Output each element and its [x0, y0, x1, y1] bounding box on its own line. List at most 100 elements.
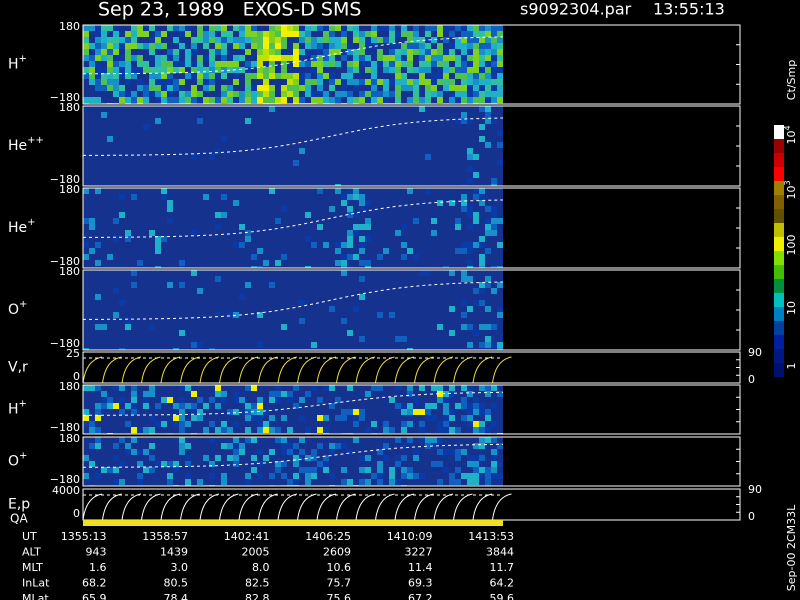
spectrogram-cell	[497, 312, 503, 318]
spectrogram-cell	[425, 79, 431, 85]
colorbar-cell	[774, 139, 784, 153]
spectrogram-cell	[221, 427, 227, 433]
panel-label-base: He	[8, 220, 27, 236]
spectrogram-cell	[101, 37, 107, 43]
spectrogram-cell	[479, 43, 485, 49]
spectrogram-cell	[473, 288, 479, 294]
spectrogram-cell	[359, 206, 365, 212]
spectrogram-cell	[95, 31, 101, 37]
spectrogram-cell	[455, 43, 461, 49]
spectrogram-cell	[83, 348, 89, 350]
sweep-curve	[316, 356, 337, 384]
spectrogram-cell	[227, 67, 233, 73]
spectrogram-cell	[251, 409, 257, 415]
spectrogram-cell	[359, 91, 365, 97]
spectrogram-cell	[107, 37, 113, 43]
spectrogram-cell	[101, 25, 107, 31]
spectrogram-cell	[347, 236, 353, 242]
spectrogram-cell	[389, 79, 395, 85]
spectrogram-cell	[239, 55, 245, 61]
spectrogram-cell	[89, 67, 95, 73]
spectrogram-cell	[347, 206, 353, 212]
colorbar-cell	[774, 307, 784, 321]
spectrogram-cell	[281, 415, 287, 421]
spectrogram-cell	[401, 455, 407, 461]
spectrogram-cell	[329, 61, 335, 67]
spectrogram-cell	[371, 79, 377, 85]
spectrogram-cell	[257, 415, 263, 421]
colorbar-cell	[774, 153, 784, 167]
spectrogram-cell	[149, 37, 155, 43]
spectrogram-cell	[107, 25, 113, 31]
spectrogram-cell	[251, 37, 257, 43]
spectrogram-cell	[167, 61, 173, 67]
spectrogram-cell	[191, 415, 197, 421]
spectrogram-cell	[389, 37, 395, 43]
spectrogram-cell	[257, 67, 263, 73]
spectrogram-cell	[491, 266, 497, 268]
spectrogram-cell	[497, 473, 503, 479]
spectrogram-cell	[413, 37, 419, 43]
spectrogram-cell	[485, 61, 491, 67]
pitch-angle-line	[83, 443, 503, 468]
spectrogram-cell	[353, 254, 359, 260]
spectrogram-cell	[131, 409, 137, 415]
spectrogram-cell	[167, 97, 173, 103]
spectrogram-cell	[161, 31, 167, 37]
spectrogram-cell	[227, 97, 233, 103]
spectrogram-cell	[335, 415, 341, 421]
spectrogram-cell	[263, 31, 269, 37]
spectrogram-cell	[389, 49, 395, 55]
spectrogram-cell	[191, 391, 197, 397]
spectrogram-cell	[281, 391, 287, 397]
spectrogram-cell	[497, 37, 503, 43]
spectrogram-cell	[269, 427, 275, 433]
spectrogram-cell	[173, 37, 179, 43]
spectrogram-cell	[443, 79, 449, 85]
spectrogram-cell	[209, 473, 215, 479]
spectrogram-cell	[185, 461, 191, 467]
spectrogram-cell	[473, 421, 479, 427]
spectrogram-cell	[179, 403, 185, 409]
spectrogram-cell	[233, 461, 239, 467]
spectrogram-cell	[341, 200, 347, 206]
spectrogram-cell	[107, 79, 113, 85]
spectrogram-cell	[443, 85, 449, 91]
spectrogram-cell	[119, 97, 125, 103]
spectrogram-cell	[449, 270, 455, 276]
spectrogram-cell	[245, 61, 251, 67]
spectrogram-cell	[491, 385, 497, 391]
table-cell: 1358:57	[142, 530, 188, 543]
spectrogram-cell	[83, 218, 89, 224]
spectrogram-cell	[281, 443, 287, 449]
spectrogram-cell	[305, 467, 311, 473]
spectrogram-cell	[485, 118, 491, 124]
spectrogram-cell	[155, 461, 161, 467]
spectrogram-cell	[83, 31, 89, 37]
spectrogram-cell	[149, 43, 155, 49]
spectrogram-cell	[95, 415, 101, 421]
spectrogram-cell	[329, 25, 335, 31]
spectrogram-cell	[395, 403, 401, 409]
spectrogram-cell	[263, 427, 269, 433]
spectrogram-cell	[467, 55, 473, 61]
spectrogram-cell	[203, 37, 209, 43]
colorbar-tick-label: 104	[783, 125, 799, 144]
spectrogram-cell	[221, 85, 227, 91]
spectrogram-cell	[401, 336, 407, 342]
spectrogram-cell	[473, 37, 479, 43]
spectrogram-cell	[383, 248, 389, 254]
spectrogram-cell	[179, 385, 185, 391]
spectrogram-cell	[155, 55, 161, 61]
spectrogram-cell	[233, 61, 239, 67]
spectrogram-cell	[473, 97, 479, 103]
spectrogram-cell	[395, 67, 401, 73]
spectrogram-cell	[359, 37, 365, 43]
spectrogram-cell	[239, 37, 245, 43]
spectrogram-cell	[191, 270, 197, 276]
spectrogram-cell	[251, 91, 257, 97]
spectrogram-cell	[401, 224, 407, 230]
spectrogram-cell	[221, 31, 227, 37]
spectrogram-cell	[431, 437, 437, 443]
spectrogram-cell	[245, 73, 251, 79]
